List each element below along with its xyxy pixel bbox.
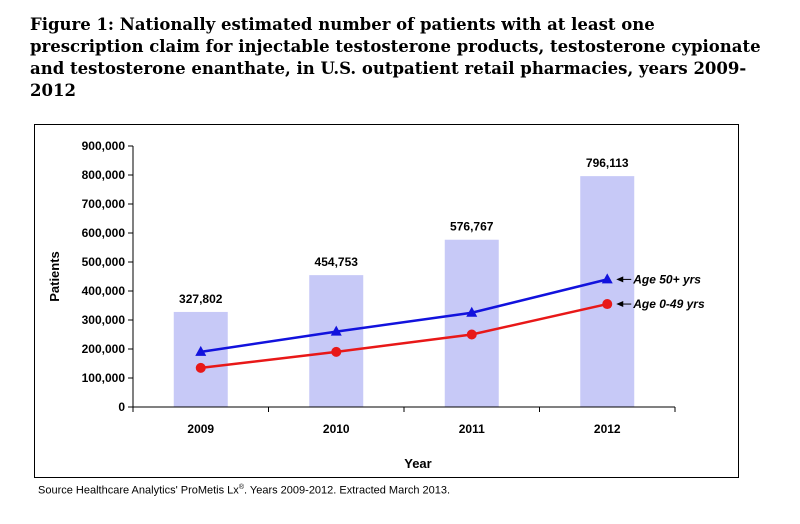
- series-label-arrowhead: [616, 276, 624, 283]
- y-tick-label: 900,000: [82, 139, 126, 153]
- series-label-age-50-plus: Age 50+ yrs: [632, 272, 701, 286]
- bar-label-2010: 454,753: [315, 255, 359, 269]
- x-tick-label: 2009: [187, 422, 214, 436]
- bar-label-2011: 576,767: [450, 220, 494, 234]
- registered-mark: ®: [238, 484, 244, 491]
- chart-frame: 327,802 454,753 576,767 796,113 0 100,000 200,…: [34, 124, 739, 478]
- x-tick-label: 2011: [459, 422, 485, 436]
- y-tick-label: 400,000: [82, 284, 126, 298]
- y-tick-label: 600,000: [82, 226, 126, 240]
- y-tick-label: 800,000: [82, 168, 126, 182]
- source-prefix: Source Healthcare Analytics' ProMetis Lx: [38, 484, 239, 497]
- bar-label-2012: 796,113: [586, 156, 629, 170]
- marker-age-50-plus-2011: [466, 306, 478, 317]
- y-tick-label: 100,000: [82, 371, 126, 385]
- bar-2011: [444, 239, 499, 407]
- bar-2010: [309, 275, 364, 407]
- chart-svg: 327,802 454,753 576,767 796,113 0 100,000 200,…: [47, 139, 705, 471]
- marker-age-0-49-2010: [331, 346, 342, 357]
- series-line-age-0-49: [200, 302, 608, 370]
- x-axis-title: Year: [404, 456, 431, 471]
- x-tick-label: 2012: [594, 422, 621, 436]
- source-suffix: . Years 2009-2012. Extracted March 2013.: [243, 484, 451, 497]
- marker-age-50-plus-2012: [601, 273, 613, 284]
- series-label-arrowhead: [616, 301, 624, 308]
- marker-age-50-plus-2010: [330, 325, 342, 336]
- marker-age-50-plus-2009: [195, 345, 207, 356]
- y-tick-label: 200,000: [82, 342, 126, 356]
- y-axis-title: Patients: [47, 251, 62, 302]
- bar-2012: [580, 176, 635, 407]
- bar-2009: [173, 311, 228, 407]
- y-tick-label: 300,000: [82, 313, 126, 327]
- marker-age-0-49-2011: [466, 329, 477, 340]
- y-tick-label: 500,000: [82, 255, 126, 269]
- marker-age-0-49-2012: [602, 299, 613, 310]
- series-label-age-0-49: Age 0-49 yrs: [632, 297, 705, 311]
- y-tick-label: 0: [118, 400, 125, 414]
- series-line-age-50-plus: [200, 278, 608, 354]
- figure-title: Figure 1: Nationally estimated number of…: [30, 15, 761, 100]
- bar-label-2009: 327,802: [179, 292, 223, 306]
- marker-age-0-49-2009: [195, 362, 206, 373]
- x-tick-label: 2010: [323, 422, 350, 436]
- source-note: Source Healthcare Analytics' ProMetis Lx…: [38, 484, 450, 497]
- y-tick-label: 700,000: [82, 197, 126, 211]
